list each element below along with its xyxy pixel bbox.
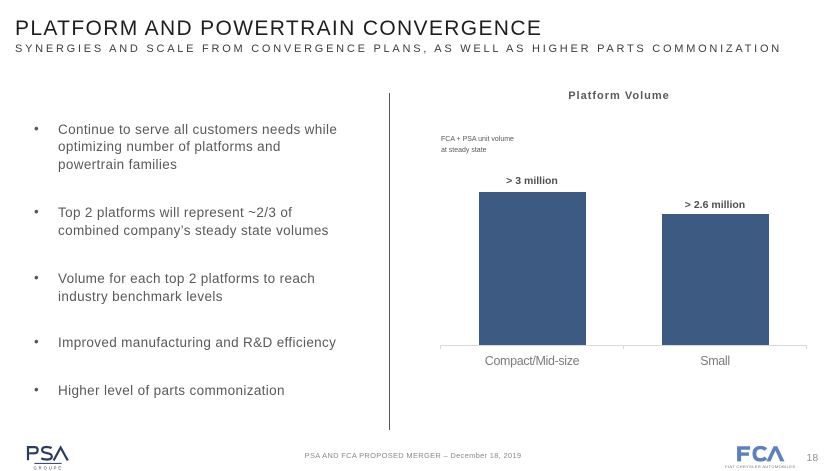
svg-text:GROUPE: GROUPE — [34, 465, 64, 470]
svg-text:FIAT CHRYSLER AUTOMOBILES: FIAT CHRYSLER AUTOMOBILES — [725, 464, 795, 469]
